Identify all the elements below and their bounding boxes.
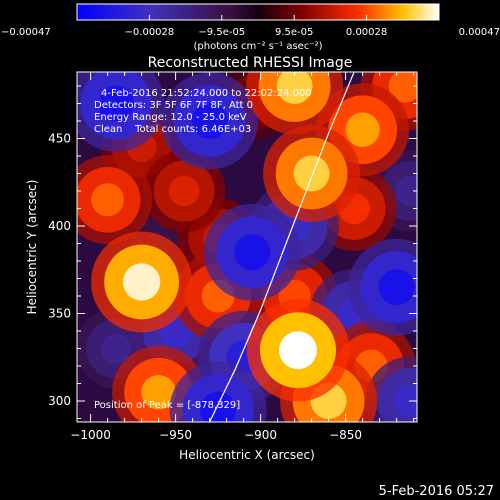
x-tick-label: −1000 [70,428,111,442]
heatmap-blob-core-5 [395,176,417,206]
chart-title: Reconstructed RHESSI Image [148,55,353,71]
heatmap-blobs [77,72,417,422]
colorbar-tick-label: 0.00047 [459,27,500,38]
y-axis-label: Heliocentric Y (arcsec) [25,180,39,315]
annotation-time-range: 4-Feb-2016 21:52:24.000 to 22:02:24.000 [101,88,312,99]
x-tick-label: −900 [244,428,277,442]
heatmap-blob-core-21 [191,103,228,139]
y-tick-label: 450 [48,132,71,146]
heatmap-blob-core-2 [101,333,132,364]
annotation-peak: Position of Peak = [-878,329] [94,400,240,411]
plot-frame [76,71,418,423]
colorbar [76,3,440,21]
x-axis: −1000 −950 −900 −850 [70,72,415,442]
y-tick-label: 400 [48,219,71,233]
annotation-clean: Clean Total counts: 6.46E+03 [94,124,251,135]
colorbar-tick-label: −0.00047 [1,27,51,38]
colorbar-tick-label: −9.5e-05 [198,27,245,38]
heatmap-blob-core-15 [388,72,417,103]
colorbar-tick-label: 9.5e-05 [275,27,313,38]
colorbar-ticks: −0.00047 −0.00028 −9.5e-05 9.5e-05 0.00028 0.… [1,15,500,38]
colorbar-unit-label: (photons cm⁻² s⁻¹ asec⁻²) [193,41,322,52]
heatmap-blob-core-19 [345,112,380,147]
heatmap-blob-core-6 [168,175,200,207]
y-axis: 300 350 400 450 [48,85,417,419]
x-axis-label: Heliocentric X (arcsec) [179,448,315,462]
colorbar-tick-label: 0.00028 [346,27,387,38]
solar-limb-line [209,72,355,422]
x-tick-label: −850 [329,428,362,442]
x-tick-label: −950 [159,428,192,442]
heatmap-blob-core-17 [141,375,176,410]
heatmap-blob-core-25 [293,155,330,192]
annotation-energy: Energy Range: 12.0 - 25.0 keV [94,112,247,123]
heatmap-blob-core-23 [200,391,237,422]
heatmap-blob-core-29 [279,331,317,370]
heatmap-blob-core-27 [378,269,415,306]
heatmap-blob-core-20 [98,85,135,122]
y-tick-label: 300 [48,394,71,408]
heatmap-blob-core-16 [393,384,417,418]
colorbar-tick-label: −0.00028 [125,27,175,38]
y-tick-label: 350 [48,307,71,321]
footer-timestamp: 5-Feb-2016 05:27 [379,484,494,499]
heatmap-blob-core-24 [276,72,313,104]
heatmap-blob-core-9 [91,183,125,217]
annotation-detectors: Detectors: 3F 5F 6F 7F 8F, Att 0 [94,100,253,111]
heatmap-blob-core-22 [234,234,271,271]
heatmap-blob-core-28 [122,263,161,301]
